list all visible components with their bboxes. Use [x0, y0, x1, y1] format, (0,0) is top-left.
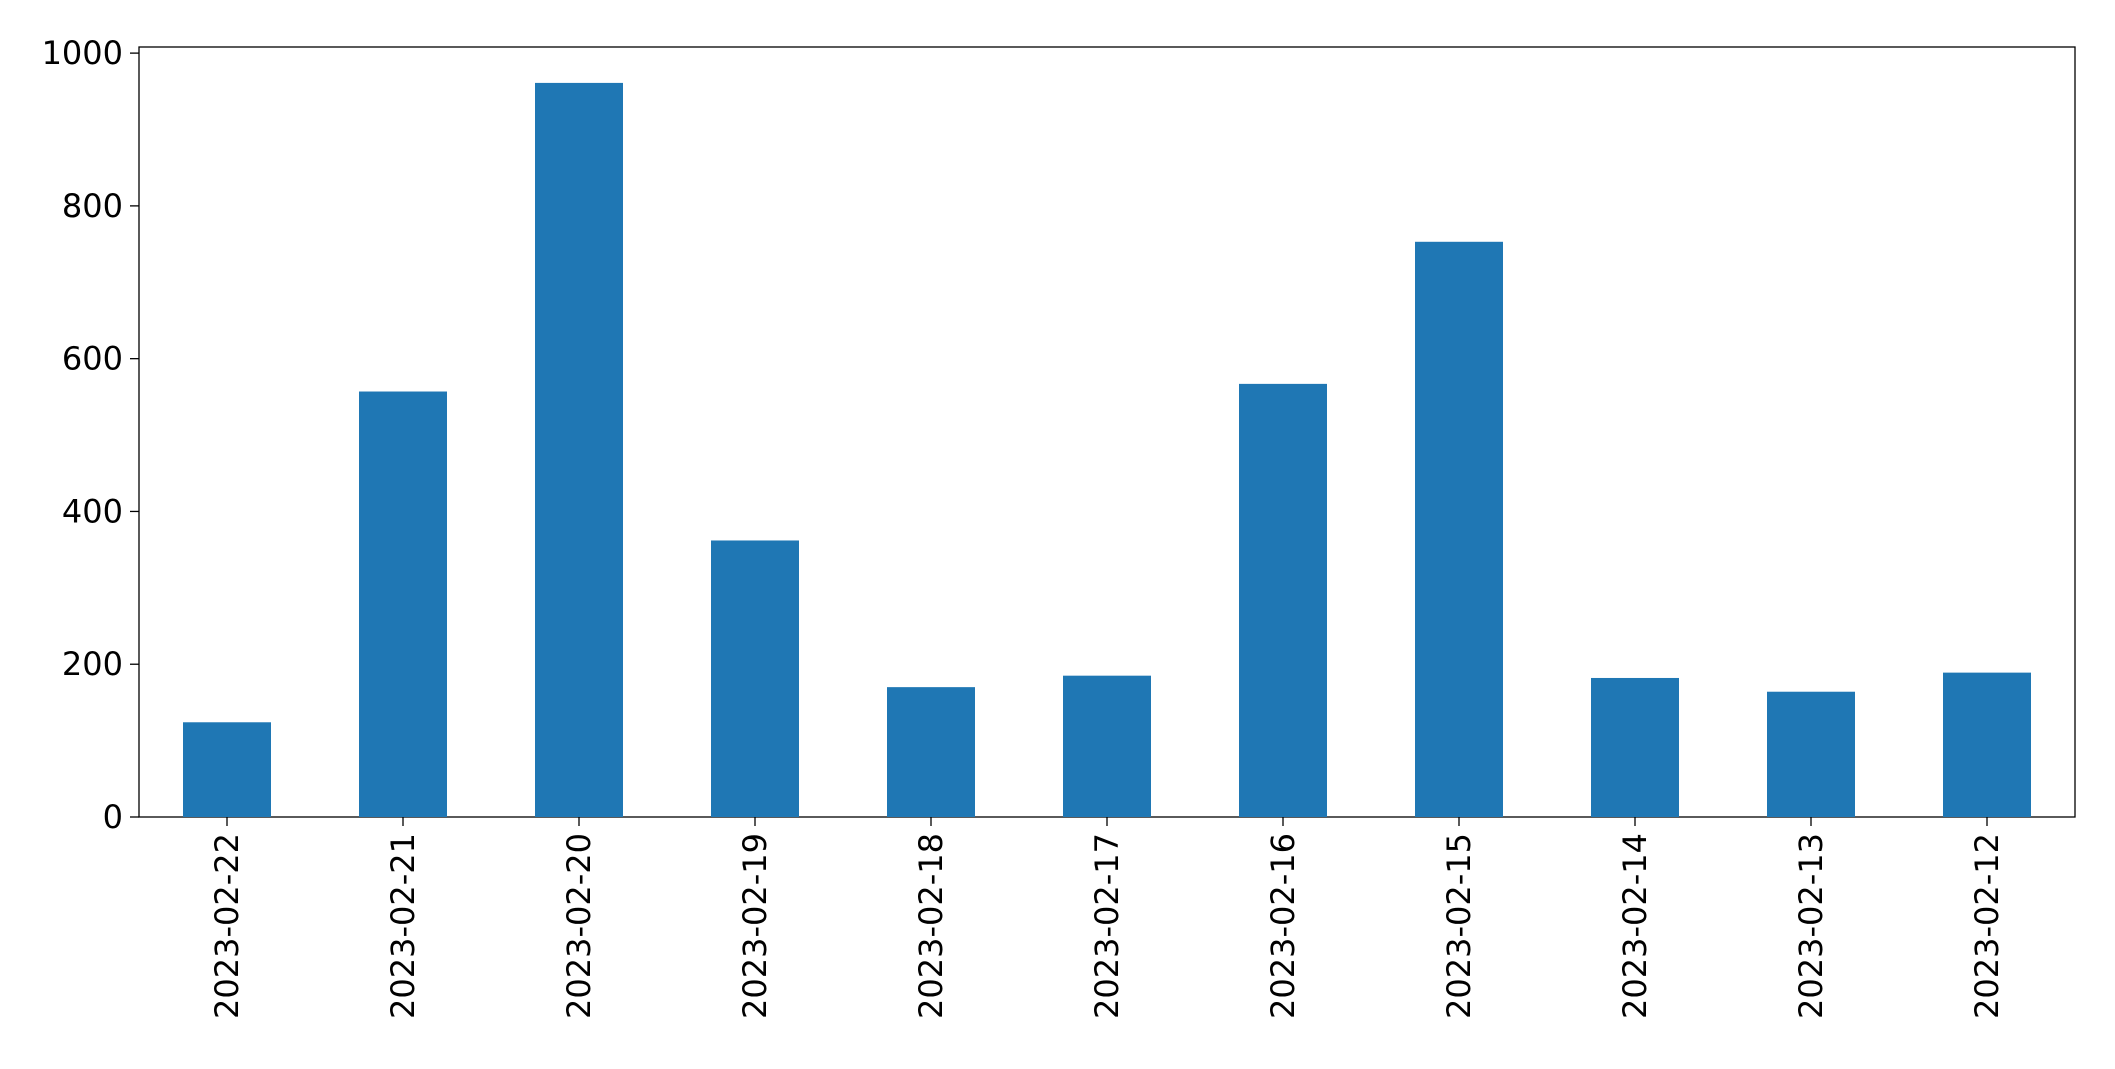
y-tick-label: 1000: [42, 34, 123, 72]
bar: [183, 722, 271, 817]
bar: [1239, 383, 1327, 817]
y-tick-label: 200: [62, 645, 123, 683]
x-tick-label: 2023-02-15: [1440, 833, 1478, 1019]
x-tick-label: 2023-02-19: [736, 833, 774, 1019]
bar: [1591, 677, 1679, 817]
x-tick-label: 2023-02-13: [1792, 833, 1830, 1019]
x-tick-label: 2023-02-21: [384, 833, 422, 1019]
y-tick-label: 0: [103, 798, 123, 836]
y-tick-label: 600: [62, 340, 123, 378]
x-tick-label: 2023-02-14: [1616, 833, 1654, 1019]
bar: [1943, 672, 2031, 817]
x-tick-label: 2023-02-22: [208, 833, 246, 1019]
x-tick-label: 2023-02-18: [912, 833, 950, 1019]
bar: [1063, 675, 1151, 817]
bar: [711, 540, 799, 817]
bar: [1767, 691, 1855, 817]
x-tick-label: 2023-02-16: [1264, 833, 1302, 1019]
bar: [1415, 241, 1503, 817]
bar: [887, 687, 975, 817]
bar: [535, 82, 623, 818]
x-tick-label: 2023-02-20: [560, 833, 598, 1019]
y-tick-label: 400: [62, 492, 123, 530]
x-tick-label: 2023-02-12: [1968, 833, 2006, 1019]
x-tick-label: 2023-02-17: [1088, 833, 1126, 1019]
bar: [359, 391, 447, 817]
y-tick-label: 800: [62, 187, 123, 225]
